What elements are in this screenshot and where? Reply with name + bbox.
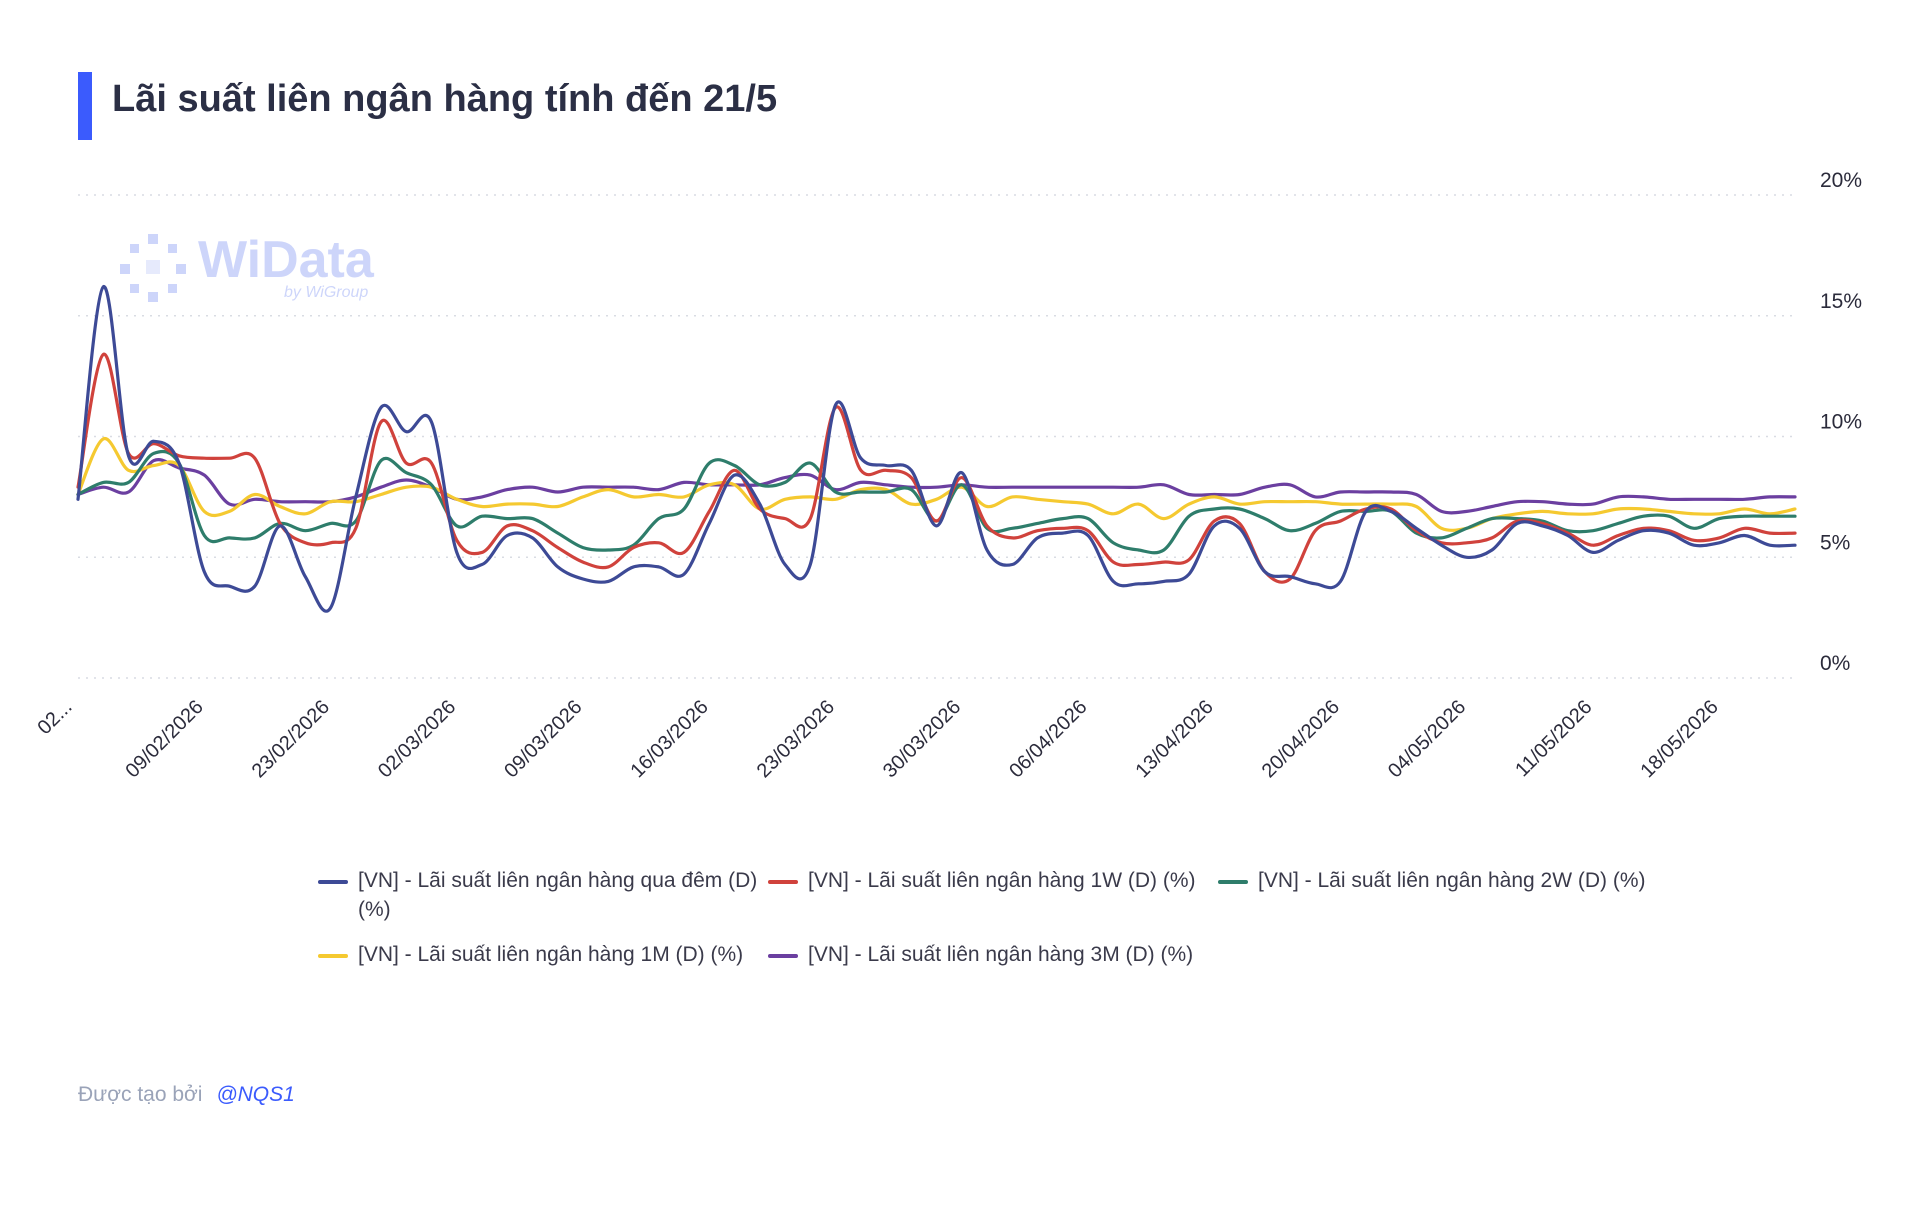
legend-swatch xyxy=(768,880,798,884)
watermark-name: WiData xyxy=(198,231,374,289)
legend-swatch xyxy=(318,954,348,958)
x-tick-label: 13/04/2026 xyxy=(1131,696,1217,782)
legend-label: [VN] - Lãi suất liên ngân hàng 2W (D) (%… xyxy=(1258,869,1646,892)
legend-label: [VN] - Lãi suất liên ngân hàng 1M (D) (%… xyxy=(358,943,744,966)
y-tick-label: 10% xyxy=(1820,411,1862,434)
legend-item[interactable]: [VN] - Lãi suất liên ngân hàng qua đêm (… xyxy=(318,866,758,924)
y-tick-label: 0% xyxy=(1820,652,1850,675)
series-line-4 xyxy=(76,458,1797,515)
widata-logo-icon xyxy=(120,234,186,302)
x-tick-label: 06/04/2026 xyxy=(1005,696,1091,782)
legend-swatch xyxy=(768,954,798,958)
x-tick-label: 23/03/2026 xyxy=(753,696,839,782)
legend-item[interactable]: [VN] - Lãi suất liên ngân hàng 3M (D) (%… xyxy=(768,940,1208,969)
legend-item[interactable]: [VN] - Lãi suất liên ngân hàng 2W (D) (%… xyxy=(1218,866,1658,895)
y-tick-label: 20% xyxy=(1820,169,1862,192)
legend-item[interactable]: [VN] - Lãi suất liên ngân hàng 1M (D) (%… xyxy=(318,940,758,969)
x-tick-label: 20/04/2026 xyxy=(1258,696,1344,782)
x-tick-label: 02/03/2026 xyxy=(374,696,460,782)
title-accent-bar xyxy=(78,72,92,140)
x-tick-label: 23/02/2026 xyxy=(248,696,334,782)
footer: Được tạo bởi @NQS1 xyxy=(78,1083,295,1107)
legend-item[interactable]: [VN] - Lãi suất liên ngân hàng 1W (D) (%… xyxy=(768,866,1208,895)
series-line-3 xyxy=(76,437,1797,532)
line-chart: 0% 5% 10% 15% 20% 02... 09/02/2026 23/02/2026 02… xyxy=(33,169,1862,782)
x-tick-label: 11/05/2026 xyxy=(1511,696,1596,781)
legend-swatch xyxy=(1218,880,1248,884)
x-tick-label: 02... xyxy=(33,696,76,739)
watermark: WiData by WiGroup xyxy=(116,230,374,315)
x-tick-label: 09/03/2026 xyxy=(500,696,586,782)
y-tick-label: 15% xyxy=(1820,290,1862,313)
x-tick-label: 18/05/2026 xyxy=(1636,696,1722,782)
footer-author-link[interactable]: @NQS1 xyxy=(216,1083,295,1106)
x-tick-label: 09/02/2026 xyxy=(121,696,207,782)
legend-label: [VN] - Lãi suất liên ngân hàng qua đêm (… xyxy=(358,869,758,921)
legend-label: [VN] - Lãi suất liên ngân hàng 3M (D) (%… xyxy=(808,943,1194,966)
legend-swatch xyxy=(318,880,348,884)
legend-label: [VN] - Lãi suất liên ngân hàng 1W (D) (%… xyxy=(808,869,1196,892)
footer-created-by: Được tạo bởi xyxy=(78,1083,203,1106)
x-tick-label: 16/03/2026 xyxy=(626,696,712,782)
x-tick-label: 04/05/2026 xyxy=(1384,696,1470,782)
x-tick-label: 30/03/2026 xyxy=(879,696,965,782)
series-line-1 xyxy=(76,352,1797,584)
series-line-0 xyxy=(76,285,1797,613)
watermark-sub: by WiGroup xyxy=(284,284,369,301)
chart-title: Lãi suất liên ngân hàng tính đến 21/5 xyxy=(112,78,778,120)
y-tick-label: 5% xyxy=(1820,531,1850,554)
